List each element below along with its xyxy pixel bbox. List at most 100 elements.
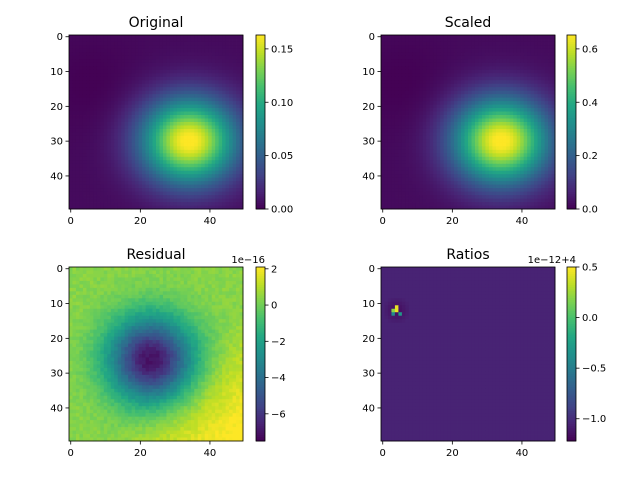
- heatmap-cell: [82, 48, 87, 53]
- heatmap-cell: [492, 160, 497, 165]
- heatmap-cell: [436, 135, 441, 140]
- heatmap-cell: [138, 80, 143, 85]
- heatmap-cell: [551, 48, 556, 53]
- heatmap-cell: [513, 108, 518, 112]
- heatmap-cell: [429, 87, 434, 92]
- heatmap-cell: [124, 66, 129, 71]
- heatmap-cell: [218, 195, 223, 199]
- heatmap-cell: [394, 69, 399, 74]
- heatmap-cell: [405, 97, 410, 102]
- heatmap-cell: [436, 184, 441, 189]
- y-tick-label: 20: [50, 102, 63, 113]
- heatmap-cell: [394, 97, 399, 102]
- heatmap-cell: [190, 66, 195, 71]
- heatmap-cell: [218, 111, 223, 116]
- heatmap-cell: [197, 115, 202, 119]
- heatmap-cell: [152, 202, 157, 206]
- heatmap-cell: [166, 205, 171, 210]
- heatmap-cell: [79, 167, 84, 172]
- heatmap-cell: [447, 174, 451, 179]
- heatmap-cell: [461, 128, 465, 133]
- heatmap-cell: [218, 163, 223, 168]
- heatmap-cell: [89, 132, 94, 137]
- heatmap-cell: [443, 122, 448, 126]
- heatmap-cell: [187, 174, 192, 179]
- heatmap-cell: [502, 90, 507, 95]
- heatmap-cell: [541, 45, 545, 50]
- heatmap-cell: [149, 153, 153, 158]
- heatmap-cell: [474, 48, 479, 53]
- heatmap-cell: [530, 177, 535, 182]
- heatmap-cell: [509, 80, 514, 85]
- heatmap-cell: [450, 52, 455, 57]
- heatmap-cell: [201, 118, 206, 123]
- heatmap-cell: [166, 90, 171, 95]
- heatmap-cell: [405, 184, 410, 189]
- heatmap-cell: [450, 195, 455, 199]
- heatmap-cell: [478, 83, 483, 88]
- heatmap-cell: [551, 111, 556, 116]
- heatmap-cell: [138, 188, 143, 192]
- heatmap-cell: [211, 184, 216, 189]
- heatmap-cell: [426, 48, 431, 53]
- heatmap-cell: [222, 38, 226, 43]
- heatmap-cell: [433, 184, 438, 189]
- heatmap-cell: [89, 35, 94, 39]
- heatmap-cell: [523, 73, 528, 78]
- heatmap-cell: [131, 135, 136, 140]
- heatmap-cell: [426, 170, 431, 175]
- heatmap-cell: [159, 101, 164, 105]
- heatmap-cell: [93, 198, 98, 203]
- heatmap-cell: [422, 163, 427, 168]
- heatmap-cell: [197, 146, 202, 151]
- heatmap-cell: [440, 76, 445, 81]
- heatmap-cell: [429, 139, 434, 144]
- heatmap-cell: [187, 104, 192, 109]
- heatmap-cell: [530, 101, 535, 105]
- heatmap-cell: [499, 118, 504, 123]
- heatmap-cell: [204, 149, 209, 154]
- heatmap-cell: [401, 41, 406, 46]
- heatmap-cell: [422, 73, 427, 78]
- colorbar-step: [256, 85, 265, 88]
- heatmap-cell: [548, 66, 552, 71]
- heatmap-cell: [422, 52, 427, 57]
- heatmap-cell: [142, 101, 146, 105]
- heatmap-cell: [72, 76, 77, 81]
- heatmap-cell: [204, 94, 209, 99]
- heatmap-cell: [450, 170, 455, 175]
- heatmap-cell: [169, 69, 174, 74]
- heatmap-cell: [124, 146, 129, 151]
- heatmap-cell: [89, 111, 94, 116]
- heatmap-cell: [124, 76, 129, 81]
- heatmap-cell: [156, 202, 160, 206]
- heatmap-cell: [454, 52, 458, 57]
- heatmap-cell: [391, 80, 396, 85]
- heatmap-cell: [135, 87, 139, 92]
- heatmap-cell: [121, 48, 126, 53]
- heatmap-cell: [204, 97, 209, 102]
- heatmap-cell: [464, 69, 469, 74]
- heatmap-cell: [502, 146, 507, 151]
- heatmap-cell: [145, 188, 150, 192]
- heatmap-cell: [534, 181, 538, 186]
- heatmap-cell: [222, 128, 226, 133]
- heatmap-cell: [156, 153, 160, 158]
- heatmap-cell: [534, 41, 538, 46]
- heatmap-cell: [520, 94, 525, 99]
- heatmap-cell: [82, 118, 87, 123]
- heatmap-cell: [506, 69, 511, 74]
- heatmap-cell: [433, 62, 438, 67]
- heatmap-cell: [117, 55, 122, 60]
- heatmap-cell: [537, 125, 542, 130]
- heatmap-cell: [75, 170, 80, 175]
- heatmap-cell: [103, 41, 108, 46]
- heatmap-cell: [72, 181, 77, 186]
- heatmap-cell: [222, 170, 226, 175]
- heatmap-cell: [520, 156, 525, 161]
- heatmap-cell: [523, 163, 528, 168]
- heatmap-cell: [419, 90, 424, 95]
- heatmap-cell: [183, 125, 188, 130]
- heatmap-cell: [443, 191, 448, 196]
- heatmap-cell: [548, 163, 552, 168]
